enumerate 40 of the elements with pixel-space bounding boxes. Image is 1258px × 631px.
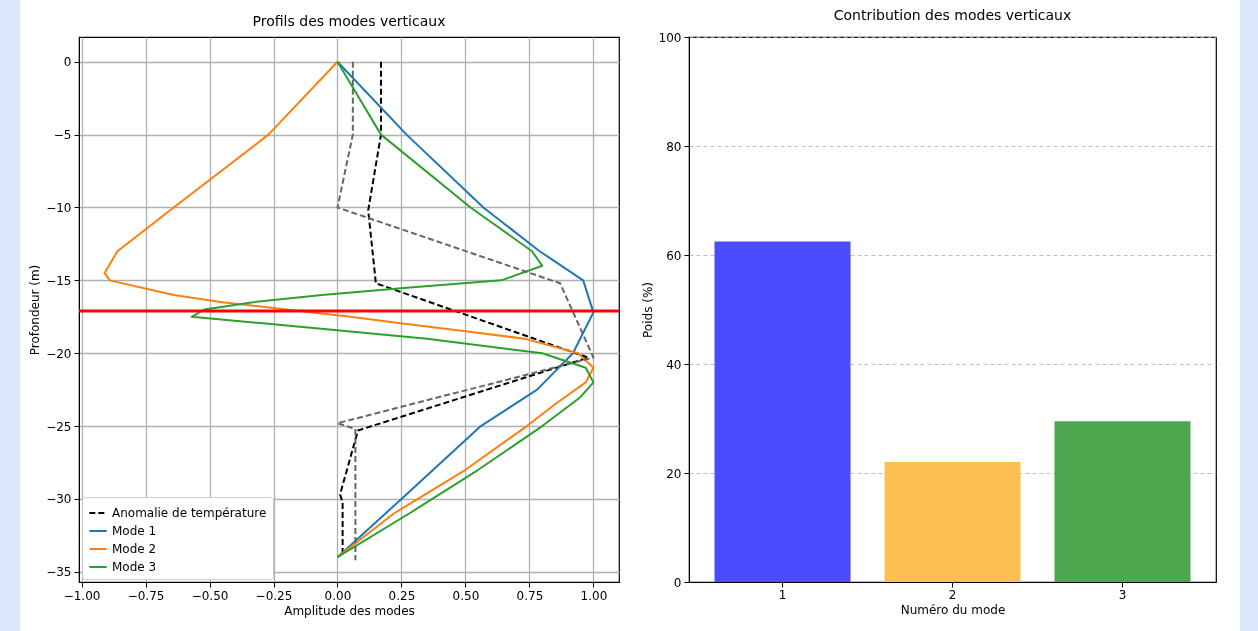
x-tick-label: −0.50 [191, 588, 229, 603]
y-tick-label: −10 [46, 200, 72, 215]
bar [714, 241, 851, 582]
y-tick-label: 0 [63, 55, 72, 70]
x-tick-label: 1.00 [580, 588, 608, 603]
y-tick-label: −25 [46, 419, 72, 434]
x-tick-label: 0.50 [452, 588, 480, 603]
legend-label: Anomalie de température [112, 506, 267, 520]
y-tick-label: 80 [666, 139, 682, 154]
x-axis-title: Numéro du mode [900, 602, 1006, 617]
y-tick-label: −30 [46, 492, 72, 507]
y-axis-title: Profondeur (m) [28, 264, 43, 356]
line-series [190, 60, 595, 559]
x-tick-label: 3 [1118, 587, 1127, 602]
y-tick-label: 20 [666, 466, 682, 481]
x-tick-label: −0.25 [255, 588, 293, 603]
chart-title: Contribution des modes verticaux [833, 7, 1072, 23]
y-tick-label: −5 [53, 128, 72, 143]
x-tick-label: 0.25 [388, 588, 416, 603]
y-tick-label: 40 [666, 357, 682, 372]
x-tick-label: 0.00 [324, 588, 352, 603]
x-tick-label: −1.00 [63, 588, 101, 603]
bar [884, 462, 1021, 582]
legend-label: Mode 1 [112, 524, 157, 538]
chart-title: Profils des modes verticaux [252, 13, 446, 29]
x-tick-label: 1 [778, 587, 787, 602]
y-axis-title: Poids (%) [640, 282, 655, 338]
y-tick-label: 100 [658, 30, 682, 45]
x-tick-label: 2 [948, 587, 957, 602]
y-tick-label: −15 [46, 273, 72, 288]
y-tick-label: −20 [46, 346, 72, 361]
x-tick-label: 0.75 [516, 588, 544, 603]
x-axis-title: Amplitude des modes [284, 603, 415, 618]
y-tick-label: 60 [666, 248, 682, 263]
x-tick-label: −0.75 [127, 588, 165, 603]
bar [1054, 421, 1191, 582]
legend-label: Mode 3 [112, 560, 157, 574]
y-tick-label: 0 [673, 575, 682, 590]
legend-label: Mode 2 [112, 542, 157, 556]
y-tick-label: −35 [46, 565, 72, 580]
